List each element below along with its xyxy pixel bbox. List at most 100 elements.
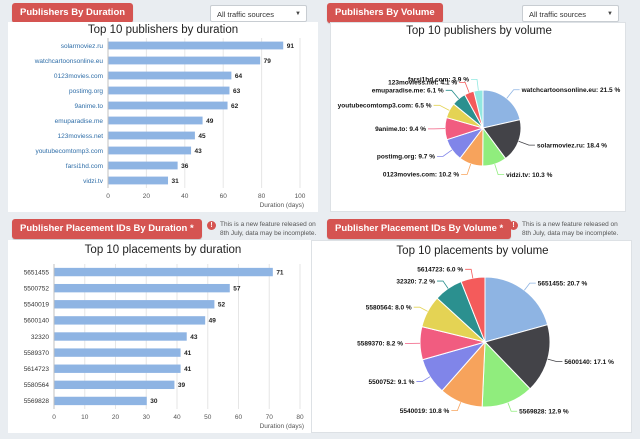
leader-line <box>507 90 520 99</box>
x-tick-label: 80 <box>296 414 304 421</box>
data-label: 45 <box>198 133 206 140</box>
bar <box>109 72 232 80</box>
category-label: 5589370 <box>24 350 50 357</box>
category-label: farsi1hd.com <box>66 163 103 170</box>
bar <box>109 117 203 125</box>
chart-title: Top 10 publishers by duration <box>88 24 238 36</box>
bar <box>55 316 206 324</box>
category-label: watchcartoonsonline.eu <box>34 58 104 65</box>
category-label: 123moviess.net <box>57 133 103 140</box>
data-label: 39 <box>178 382 186 389</box>
panel-title: Publishers By Duration <box>12 3 133 23</box>
x-tick-label: 50 <box>204 414 212 421</box>
chart-title: Top 10 placements by duration <box>85 244 242 256</box>
slice-label: 5614723: 6.0 % <box>417 267 463 274</box>
x-tick-label: 40 <box>181 193 189 200</box>
category-label: 5540019 <box>24 302 50 309</box>
data-label: 49 <box>206 118 214 125</box>
data-label: 43 <box>190 334 198 341</box>
slice-label: emuparadise.me: 6.1 % <box>372 88 444 95</box>
slice-label: postimg.org: 9.7 % <box>377 154 435 161</box>
bar <box>55 268 273 276</box>
panel-title: Publisher Placement IDs By Volume * <box>327 219 511 239</box>
data-label: 30 <box>150 398 158 405</box>
chevron-down-icon: ▼ <box>295 6 301 23</box>
bar <box>55 365 181 373</box>
slice-label: 9anime.to: 9.4 % <box>375 126 426 133</box>
x-tick-label: 70 <box>266 414 274 421</box>
slice-label: youtubecomtomp3.com: 6.5 % <box>338 103 432 110</box>
chart-title: Top 10 publishers by volume <box>406 25 552 37</box>
category-label: 5500752 <box>24 285 50 292</box>
data-label: 36 <box>181 163 189 170</box>
slice-label: 5589370: 8.2 % <box>357 341 403 348</box>
category-label: emuparadise.me <box>55 118 104 125</box>
bar <box>109 177 169 185</box>
bar <box>109 147 192 155</box>
data-label: 31 <box>172 178 180 185</box>
category-label: 5600140 <box>24 318 50 325</box>
category-label: 9anime.to <box>74 103 103 110</box>
leader-line <box>437 150 452 156</box>
slice-label: farsi1hd.com: 3.9 % <box>408 77 469 84</box>
slice-label: vidzi.tv: 10.3 % <box>506 172 552 179</box>
bar <box>55 284 230 292</box>
leader-line <box>434 105 450 110</box>
data-label: 64 <box>235 73 243 80</box>
category-label: 5614723 <box>24 366 50 373</box>
panel-title: Publisher Placement IDs By Duration * <box>12 219 202 239</box>
slice-label: 5540019: 10.8 % <box>400 408 450 415</box>
data-label: 41 <box>184 366 192 373</box>
leader-line <box>461 164 471 174</box>
slice-label: 5600140: 17.1 % <box>564 359 614 366</box>
data-label: 71 <box>276 269 284 276</box>
bar <box>55 332 187 340</box>
bar <box>109 42 284 50</box>
x-axis-title: Duration (days) <box>260 202 304 209</box>
x-tick-label: 100 <box>295 193 306 200</box>
slice-label: 5580564: 8.0 % <box>366 304 412 311</box>
data-label: 49 <box>209 318 217 325</box>
category-label: 32320 <box>31 334 49 341</box>
data-label: 52 <box>218 302 226 309</box>
leader-line <box>471 79 478 90</box>
leader-line <box>446 90 459 98</box>
notice-text: This is a new feature released on 8th Ju… <box>522 221 622 238</box>
x-tick-label: 0 <box>52 414 56 421</box>
chart-svg: Top 10 publishers by volumewatchcartoons… <box>331 23 627 213</box>
panel-header-placements-volume: Publisher Placement IDs By Volume * ! Th… <box>327 219 632 241</box>
leader-line <box>465 269 473 278</box>
data-label: 57 <box>233 285 241 292</box>
category-label: solarmoviez.ru <box>61 43 104 50</box>
bar <box>109 132 195 140</box>
slice-label: 0123movies.com: 10.2 % <box>383 172 459 179</box>
alert-icon: ! <box>509 221 518 230</box>
alert-icon: ! <box>207 221 216 230</box>
category-label: 5580564 <box>24 382 50 389</box>
x-tick-label: 60 <box>235 414 243 421</box>
slice-label: solarmoviez.ru: 18.4 % <box>537 142 607 149</box>
traffic-source-dropdown[interactable]: All traffic sources ▼ <box>522 5 619 22</box>
bar <box>55 381 175 389</box>
bar <box>109 87 230 95</box>
category-label: vidzi.tv <box>83 178 104 185</box>
leader-line <box>519 141 535 145</box>
traffic-source-dropdown[interactable]: All traffic sources ▼ <box>210 5 307 22</box>
bar <box>109 102 228 110</box>
leader-line <box>548 359 563 361</box>
x-tick-label: 40 <box>173 414 181 421</box>
x-tick-label: 0 <box>106 193 110 200</box>
slice-label: 5500752: 9.1 % <box>368 379 414 386</box>
x-tick-label: 60 <box>220 193 228 200</box>
bar <box>55 348 181 356</box>
x-tick-label: 30 <box>143 414 151 421</box>
category-label: 0123movies.com <box>54 73 103 80</box>
data-label: 91 <box>287 43 295 50</box>
data-label: 43 <box>195 148 203 155</box>
